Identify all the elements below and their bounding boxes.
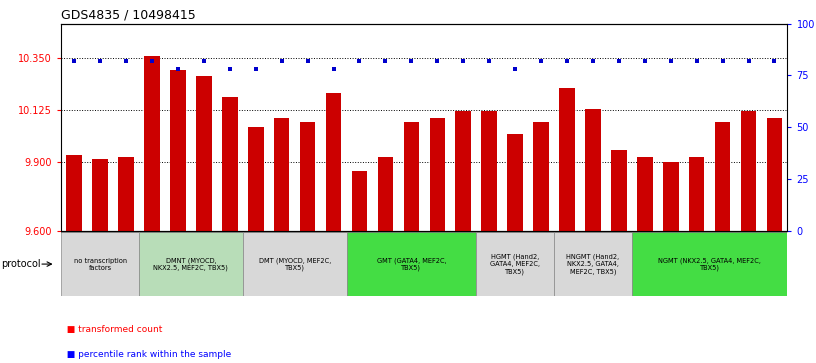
Point [742,58,755,64]
Point [561,58,574,64]
Bar [585,109,601,231]
Point [224,66,237,72]
Bar [248,127,264,231]
Bar [118,157,134,231]
Text: no transcription
factors: no transcription factors [73,258,126,270]
Point [768,58,781,64]
Point [197,58,211,64]
Bar [378,157,393,231]
Point [587,58,600,64]
Bar [715,122,730,231]
Bar [347,232,477,296]
Point [145,58,158,64]
Text: NGMT (NKX2.5, GATA4, MEF2C,
TBX5): NGMT (NKX2.5, GATA4, MEF2C, TBX5) [659,257,761,271]
Bar [481,111,497,231]
Bar [689,157,704,231]
Bar [741,111,756,231]
Bar [455,111,471,231]
Bar [611,150,627,231]
Bar [326,93,341,231]
Bar [170,70,186,231]
Bar [559,88,574,231]
Bar [554,232,632,296]
Point [612,58,625,64]
Bar [92,159,108,231]
Text: HNGMT (Hand2,
NKX2.5, GATA4,
MEF2C, TBX5): HNGMT (Hand2, NKX2.5, GATA4, MEF2C, TBX5… [566,254,619,274]
Bar [139,232,242,296]
Point [353,58,366,64]
Bar [637,157,653,231]
Point [119,58,132,64]
Point [638,58,651,64]
Bar [352,171,367,231]
Point [690,58,703,64]
Bar [632,232,787,296]
Text: HGMT (Hand2,
GATA4, MEF2C,
TBX5): HGMT (Hand2, GATA4, MEF2C, TBX5) [490,254,540,274]
Point [405,58,418,64]
Text: GMT (GATA4, MEF2C,
TBX5): GMT (GATA4, MEF2C, TBX5) [376,257,446,271]
Point [482,58,495,64]
Point [275,58,288,64]
Bar [663,162,678,231]
Bar [61,232,139,296]
Point [431,58,444,64]
Bar [66,155,82,231]
Text: ■ transformed count: ■ transformed count [61,325,162,334]
Bar [242,232,347,296]
Text: GDS4835 / 10498415: GDS4835 / 10498415 [61,8,196,21]
Bar [404,122,419,231]
Bar [533,122,549,231]
Bar [508,134,523,231]
Text: DMNT (MYOCD,
NKX2.5, MEF2C, TBX5): DMNT (MYOCD, NKX2.5, MEF2C, TBX5) [153,257,228,271]
Point [68,58,81,64]
Point [664,58,677,64]
Point [301,58,314,64]
Point [508,66,521,72]
Bar [299,122,315,231]
Bar [196,77,211,231]
Point [171,66,184,72]
Bar [144,56,160,231]
Bar [274,118,290,231]
Point [94,58,107,64]
Bar [222,97,237,231]
Text: ■ percentile rank within the sample: ■ percentile rank within the sample [61,350,232,359]
Bar [477,232,554,296]
Point [457,58,470,64]
Point [379,58,392,64]
Point [327,66,340,72]
Text: protocol: protocol [1,259,41,269]
Bar [767,118,783,231]
Bar [429,118,445,231]
Point [716,58,730,64]
Point [249,66,262,72]
Point [534,58,548,64]
Text: DMT (MYOCD, MEF2C,
TBX5): DMT (MYOCD, MEF2C, TBX5) [259,257,330,271]
